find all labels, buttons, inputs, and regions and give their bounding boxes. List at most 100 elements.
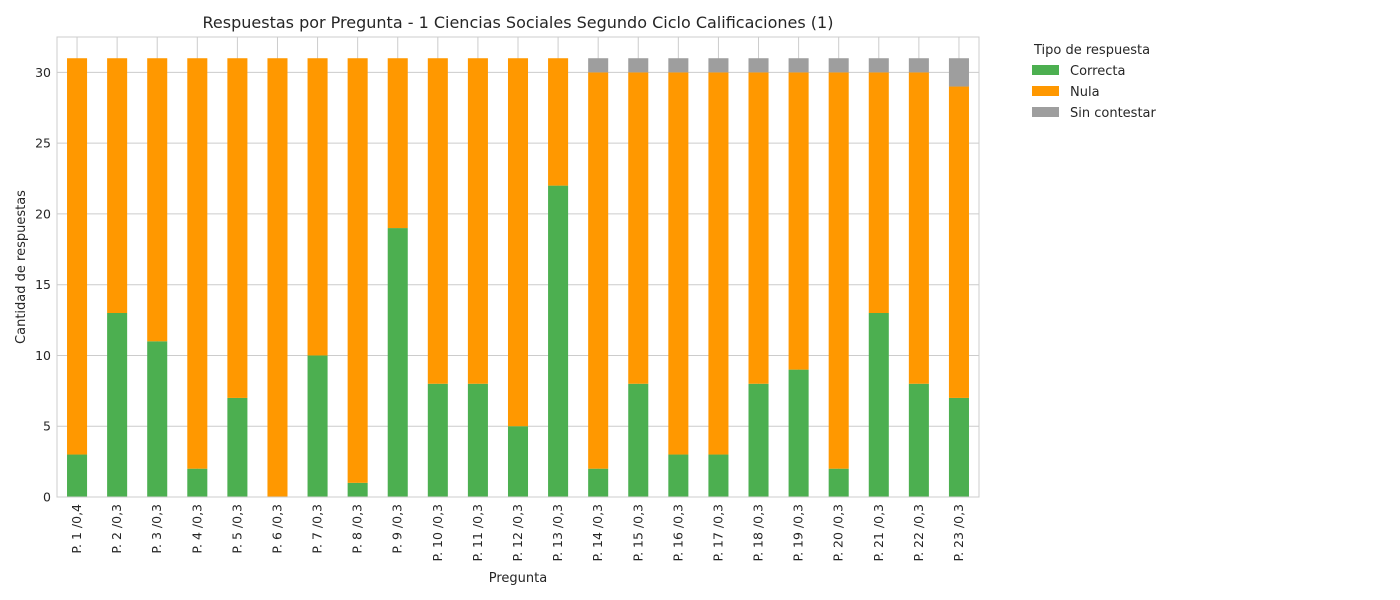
bar-segment-correcta <box>307 355 328 497</box>
bar-segment-correcta <box>387 228 408 498</box>
legend-entry: Sin contestar <box>1070 106 1157 121</box>
bar-segment-correcta <box>107 313 128 497</box>
x-tick-label: P. 4 /0,3 <box>189 504 204 554</box>
x-tick-label: P. 1 /0,4 <box>69 504 84 554</box>
bar-segment-sin-contestar <box>868 58 889 73</box>
x-tick-label: P. 15 /0,3 <box>630 504 645 562</box>
plot-frame <box>56 36 980 498</box>
x-tick-label: P. 20 /0,3 <box>831 504 846 562</box>
bar-segment-correcta <box>868 313 889 497</box>
y-axis-label: Cantidad de respuestas <box>14 190 29 344</box>
x-tick-label: P. 16 /0,3 <box>670 504 685 562</box>
y-tick-label: 25 <box>35 136 51 151</box>
x-tick-label: P. 12 /0,3 <box>510 504 525 562</box>
bar-segment-nula <box>187 58 208 469</box>
bar-segment-nula <box>748 72 769 384</box>
bar-segment-sin-contestar <box>628 58 649 73</box>
bar-segment-nula <box>588 72 609 469</box>
x-tick-label: P. 21 /0,3 <box>871 504 886 562</box>
bar-segment-nula <box>347 58 368 483</box>
bar-segment-nula <box>467 58 488 384</box>
bar-segment-nula <box>387 58 408 229</box>
bar-segment-correcta <box>628 383 649 497</box>
y-tick-label: 15 <box>35 277 51 292</box>
chart-title: Respuestas por Pregunta - 1 Ciencias Soc… <box>203 13 834 32</box>
bar-segment-correcta <box>708 454 729 497</box>
bar-segment-nula <box>868 72 889 313</box>
bar-segment-nula <box>948 86 969 398</box>
bars <box>67 58 969 498</box>
legend-swatch <box>1032 86 1059 96</box>
bar-segment-nula <box>828 72 849 469</box>
legend-swatch <box>1032 65 1059 75</box>
x-tick-label: P. 13 /0,3 <box>550 504 565 562</box>
x-tick-label: P. 3 /0,3 <box>149 504 164 554</box>
bar-segment-correcta <box>427 383 448 497</box>
bar-segment-nula <box>267 58 288 497</box>
bar-segment-nula <box>427 58 448 384</box>
bar-segment-correcta <box>548 185 569 497</box>
x-tick-label: P. 9 /0,3 <box>390 504 405 554</box>
bar-segment-correcta <box>588 468 609 497</box>
bar-segment-nula <box>788 72 809 370</box>
bar-segment-correcta <box>948 397 969 497</box>
x-tick-label: P. 23 /0,3 <box>951 504 966 562</box>
bar-segment-correcta <box>788 369 809 497</box>
bar-segment-sin-contestar <box>708 58 729 73</box>
x-tick-label: P. 14 /0,3 <box>590 504 605 562</box>
x-axis-label: Pregunta <box>489 571 547 586</box>
bar-segment-correcta <box>828 468 849 497</box>
bar-segment-nula <box>708 72 729 455</box>
bar-segment-nula <box>668 72 689 455</box>
bar-segment-sin-contestar <box>788 58 809 73</box>
y-tick-label: 20 <box>35 206 51 221</box>
bar-segment-nula <box>908 72 929 384</box>
y-tick-label: 5 <box>43 419 51 434</box>
x-tick-label: P. 19 /0,3 <box>791 504 806 562</box>
y-tick-label: 10 <box>35 348 51 363</box>
bar-segment-correcta <box>227 397 248 497</box>
bar-segment-sin-contestar <box>948 58 969 87</box>
bar-segment-nula <box>507 58 529 427</box>
legend: Tipo de respuesta Correcta Nula Sin contes… <box>1032 43 1157 121</box>
y-tick-label: 0 <box>43 490 51 505</box>
bar-segment-nula <box>548 58 569 186</box>
y-axis-ticks: 0 5 10 15 20 25 30 <box>35 65 51 505</box>
legend-entry: Correcta <box>1070 64 1125 79</box>
bar-segment-correcta <box>187 468 208 497</box>
bar-segment-correcta <box>67 454 88 497</box>
x-tick-label: P. 10 /0,3 <box>430 504 445 562</box>
x-tick-label: P. 8 /0,3 <box>350 504 365 554</box>
x-tick-label: P. 17 /0,3 <box>710 504 725 562</box>
x-tick-label: P. 22 /0,3 <box>911 504 926 562</box>
bar-segment-correcta <box>748 383 769 497</box>
bar-segment-nula <box>307 58 328 356</box>
bar-segment-correcta <box>908 383 929 497</box>
legend-entry: Nula <box>1070 85 1100 100</box>
x-tick-label: P. 7 /0,3 <box>310 504 325 554</box>
bar-segment-sin-contestar <box>908 58 929 73</box>
x-tick-label: P. 5 /0,3 <box>229 504 244 554</box>
legend-title: Tipo de respuesta <box>1033 43 1150 58</box>
bar-segment-sin-contestar <box>828 58 849 73</box>
x-tick-label: P. 2 /0,3 <box>109 504 124 554</box>
bar-segment-nula <box>147 58 168 342</box>
bar-segment-nula <box>67 58 88 455</box>
bar-segment-sin-contestar <box>748 58 769 73</box>
bar-segment-sin-contestar <box>668 58 689 73</box>
x-tick-label: P. 11 /0,3 <box>470 504 485 562</box>
bar-segment-correcta <box>668 454 689 497</box>
bar-segment-correcta <box>147 341 168 497</box>
bar-segment-correcta <box>347 482 368 497</box>
y-tick-label: 30 <box>35 65 51 80</box>
bar-segment-nula <box>107 58 128 313</box>
x-axis-ticks: P. 1 /0,4 P. 2 /0,3 P. 3 /0,3 P. 4 /0,3 P. 5… <box>69 504 966 562</box>
x-tick-label: P. 18 /0,3 <box>751 504 766 562</box>
bar-segment-correcta <box>507 426 529 497</box>
legend-swatch <box>1032 107 1059 117</box>
x-tick-label: P. 6 /0,3 <box>269 504 284 554</box>
bar-segment-nula <box>227 58 248 398</box>
bar-segment-sin-contestar <box>588 58 609 73</box>
bar-segment-correcta <box>467 383 488 497</box>
